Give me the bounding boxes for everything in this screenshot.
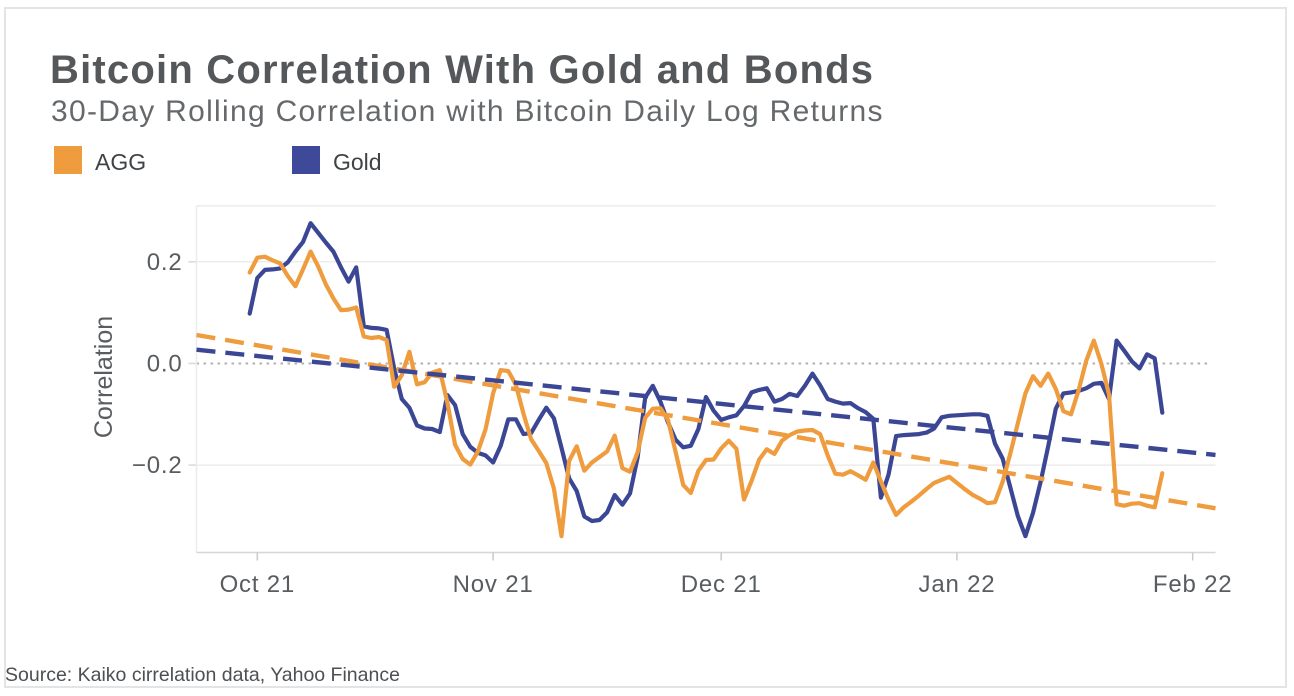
y-tick-label: 0.0 bbox=[147, 350, 183, 377]
legend-item-gold: Gold bbox=[292, 146, 382, 175]
gold-line bbox=[247, 221, 1165, 539]
agg-line bbox=[247, 249, 1165, 539]
gold-swatch-icon bbox=[292, 146, 320, 174]
legend-item-agg: AGG bbox=[54, 146, 147, 175]
x-tick-label: Nov 21 bbox=[453, 571, 534, 598]
x-tick-label: Jan 22 bbox=[919, 571, 996, 598]
y-tick-label: 0.2 bbox=[147, 249, 183, 276]
x-tick-label: Feb 22 bbox=[1153, 571, 1233, 598]
legend-label-gold: Gold bbox=[333, 149, 382, 175]
chart-title: Bitcoin Correlation With Gold and Bonds bbox=[50, 48, 875, 92]
source-note: Source: Kaiko cirrelation data, Yahoo Fi… bbox=[5, 664, 400, 686]
legend-label-agg: AGG bbox=[95, 149, 147, 175]
agg-swatch-icon bbox=[54, 146, 82, 174]
agg-trend bbox=[196, 332, 1216, 511]
gold-trend bbox=[196, 347, 1216, 458]
chart-card bbox=[4, 7, 1287, 688]
y-axis-title: Correlation bbox=[90, 316, 118, 438]
chart-subtitle: 30-Day Rolling Correlation with Bitcoin … bbox=[51, 95, 884, 128]
legend: AGG Gold bbox=[0, 146, 1294, 175]
y-tick-label: −0.2 bbox=[132, 452, 183, 479]
x-tick-label: Dec 21 bbox=[681, 571, 762, 598]
x-tick-label: Oct 21 bbox=[220, 571, 296, 598]
